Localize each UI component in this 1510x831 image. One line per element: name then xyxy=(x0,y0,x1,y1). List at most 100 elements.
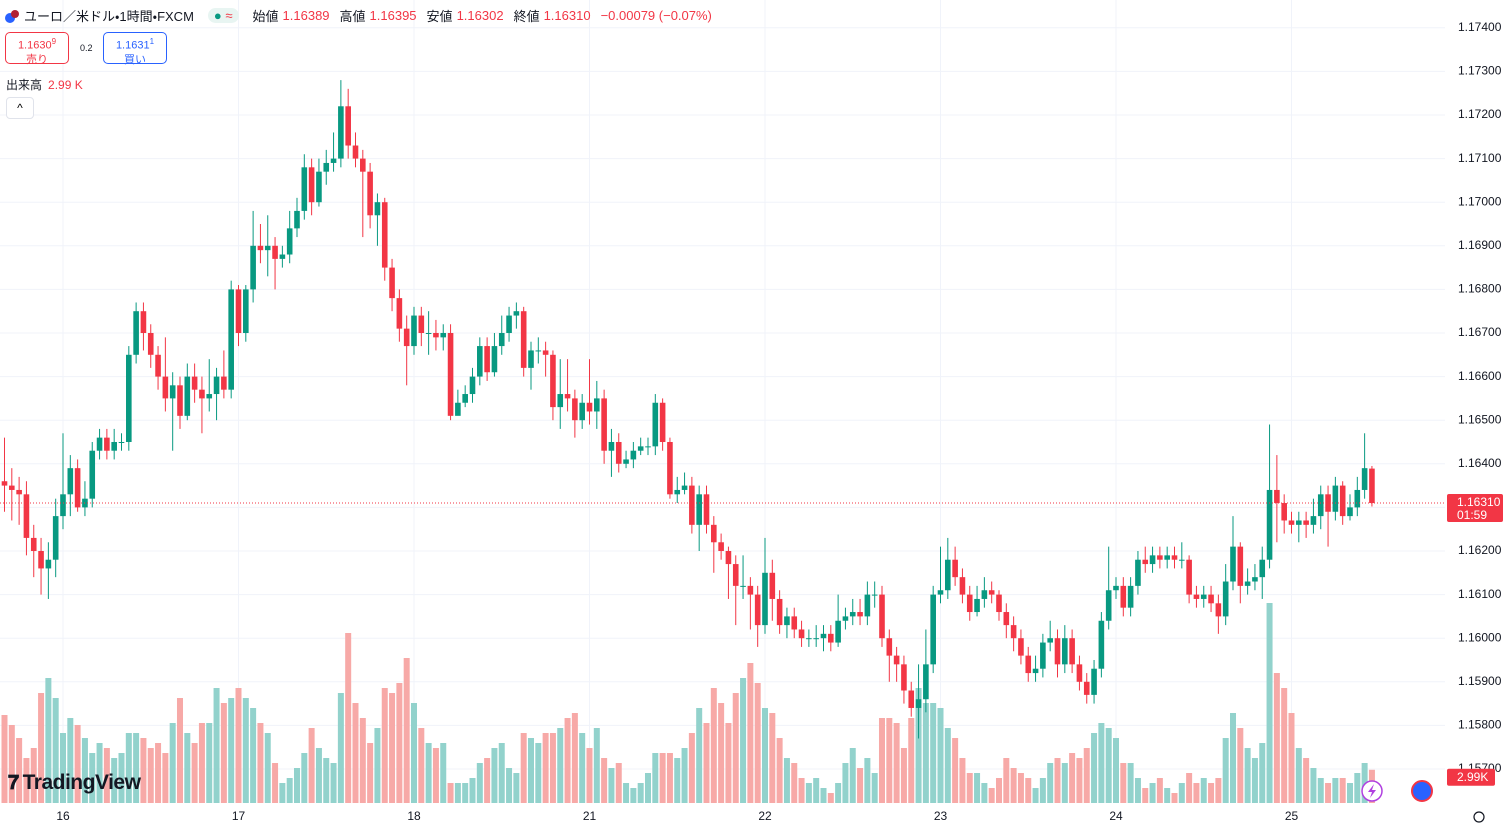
volume-bar xyxy=(103,748,110,803)
candle-body xyxy=(38,550,44,569)
volume-bar xyxy=(1164,788,1171,803)
volume-bar xyxy=(995,778,1002,803)
volume-bar xyxy=(1354,773,1361,803)
candle-body xyxy=(243,289,249,333)
volume-bar xyxy=(1149,783,1156,803)
candle-body xyxy=(118,441,125,443)
candle-body xyxy=(1296,520,1302,525)
volume-bar xyxy=(769,713,776,803)
volume-bar xyxy=(1259,743,1266,803)
candle-body xyxy=(16,489,22,495)
volume-bar xyxy=(469,778,476,803)
candle-body xyxy=(140,311,147,333)
y-tick-label: 1.16100 xyxy=(1458,587,1502,601)
volume-bar xyxy=(498,743,505,803)
open-label: 始値 xyxy=(252,9,279,24)
volume-bar xyxy=(1346,783,1353,803)
volume-bar xyxy=(1134,778,1141,803)
volume-bar xyxy=(1215,778,1222,803)
volume-bar xyxy=(381,688,388,803)
candle-body xyxy=(367,171,373,216)
candle-body xyxy=(498,332,505,347)
volume-bar xyxy=(213,688,220,803)
volume-bar xyxy=(140,738,147,803)
candle-body xyxy=(169,385,176,399)
candle-body xyxy=(191,376,198,390)
volume-bar xyxy=(542,733,549,803)
candle-body xyxy=(1142,559,1149,565)
volume-bar xyxy=(23,758,30,803)
volume-bar xyxy=(374,728,381,803)
y-tick-label: 1.16500 xyxy=(1458,412,1502,426)
volume-bar xyxy=(1266,603,1273,803)
candle-body xyxy=(594,398,600,412)
volume-legend-label: 出来高 xyxy=(6,78,43,92)
volume-bar xyxy=(930,703,937,803)
volume-bar xyxy=(250,708,257,803)
candle-body xyxy=(1062,638,1068,665)
candle-body xyxy=(286,228,293,255)
volume-bar xyxy=(1281,688,1288,803)
candle-body xyxy=(1025,655,1032,674)
collapse-button[interactable]: ^ xyxy=(6,97,34,119)
candle-body xyxy=(1171,555,1178,560)
candle-body xyxy=(1127,585,1134,608)
volume-legend-value: 2.99 K xyxy=(48,78,83,92)
status-badge[interactable]: ● ≈ xyxy=(207,8,239,23)
volume-bar xyxy=(878,718,885,803)
candle-body xyxy=(893,655,900,665)
volume-bar xyxy=(586,748,593,803)
volume-bar xyxy=(1120,763,1127,803)
candle-body xyxy=(447,332,454,416)
volume-bar xyxy=(315,748,322,803)
volume-bar xyxy=(1032,788,1039,803)
symbol[interactable]: ユーロ／米ドル・1時間・FXCM xyxy=(24,9,194,24)
volume-bar xyxy=(952,738,959,803)
volume-bar xyxy=(1222,738,1229,803)
candle-body xyxy=(469,376,476,395)
sell-price: 1.1630 xyxy=(17,39,52,52)
candle-body xyxy=(1186,559,1192,595)
volume-bar xyxy=(966,773,973,803)
candle-body xyxy=(645,446,651,448)
volume-bar xyxy=(125,733,132,803)
volume-bar xyxy=(1361,763,1368,803)
candle-body xyxy=(1193,594,1200,599)
volume-bar xyxy=(367,743,374,803)
candle-body xyxy=(842,616,849,621)
candle-body xyxy=(1120,585,1127,608)
volume-bar xyxy=(1317,778,1324,803)
close-label: 終値 xyxy=(513,9,540,24)
candle-body xyxy=(959,577,966,595)
volume-bar xyxy=(908,718,915,803)
candle-body xyxy=(674,489,681,495)
sell-button[interactable]: 1.16309 売り xyxy=(5,32,69,66)
volume-bar xyxy=(432,748,439,803)
volume-bar xyxy=(549,733,556,803)
volume-bar xyxy=(1039,778,1046,803)
volume-bar xyxy=(1112,738,1119,803)
candle-body xyxy=(1347,507,1353,517)
candle-body xyxy=(659,402,666,442)
x-tick-label: 22 xyxy=(758,809,772,823)
volume-bar xyxy=(849,748,856,803)
candle-body xyxy=(462,394,468,403)
candle-body xyxy=(1164,555,1170,560)
low-value: 1.16302 xyxy=(456,8,504,23)
candle-body xyxy=(126,354,132,442)
open-value: 1.16389 xyxy=(282,8,330,23)
volume-bar xyxy=(38,693,45,803)
candles xyxy=(1,80,1375,739)
volume-bar xyxy=(272,763,279,803)
low-label: 安値 xyxy=(426,9,453,24)
sell-pip: 9 xyxy=(51,37,57,46)
volume-bar xyxy=(981,783,988,803)
buy-button[interactable]: 1.16311 買い xyxy=(103,32,167,66)
candle-body xyxy=(477,346,483,377)
volume-bar xyxy=(820,788,827,803)
volume-bar xyxy=(330,763,337,803)
candle-body xyxy=(1266,489,1273,560)
candle-body xyxy=(703,494,710,525)
candle-body xyxy=(608,441,615,451)
candle-body xyxy=(74,468,81,508)
